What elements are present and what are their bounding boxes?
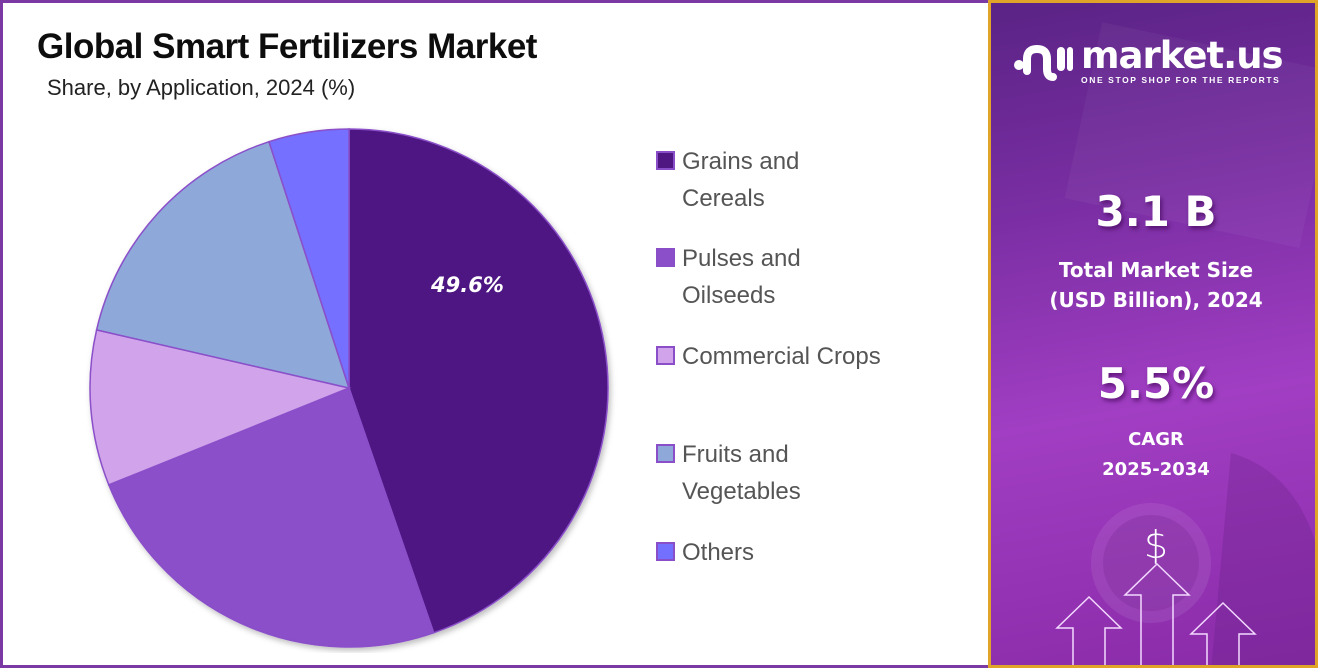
legend-swatch [656, 346, 675, 365]
summary-sidebar: market.us ONE STOP SHOP FOR THE REPORTS … [988, 0, 1318, 668]
pie-slice-fruits-and-vegetables [95, 140, 351, 390]
market-us-logo-icon [1014, 44, 1073, 81]
pie-slice-grains-and-cereals [348, 128, 609, 634]
brand-tagline: ONE STOP SHOP FOR THE REPORTS [1081, 75, 1281, 85]
pie-slice-others [268, 128, 350, 389]
cagr-caption-line2: 2025-2034 [1102, 459, 1210, 480]
legend-label: Grains and Cereals [682, 148, 800, 212]
pie-chart [83, 123, 623, 653]
pie-svg [89, 128, 609, 648]
legend-swatch [656, 444, 675, 463]
brand-logo: market.us ONE STOP SHOP FOR THE REPORTS [1013, 34, 1284, 85]
svg-text:$: $ [1144, 523, 1168, 567]
pie-slice-commercial-crops [89, 329, 352, 486]
legend-swatch [656, 248, 675, 267]
chart-subtitle: Share, by Application, 2024 (%) [47, 75, 356, 100]
legend-swatch [656, 151, 675, 170]
legend-item-commercial: Commercial Crops [656, 338, 956, 375]
cagr-caption-line1: CAGR [1128, 429, 1184, 450]
legend-label: Fruits and Vegetables [682, 441, 801, 505]
market-size-value: 3.1 B [1095, 187, 1217, 236]
cagr-value: 5.5% [1097, 359, 1215, 408]
market-size-caption-line1: Total Market Size [1058, 258, 1254, 282]
cagr-caption: CAGR 2025-2034 [991, 425, 1315, 485]
chart-title: Global Smart Fertilizers Market [37, 27, 537, 66]
legend-label: Others [682, 539, 755, 566]
market-size-caption-line2: (USD Billion), 2024 [1049, 288, 1263, 312]
legend-item-others: Others [656, 534, 956, 571]
market-size-caption: Total Market Size (USD Billion), 2024 [991, 255, 1315, 315]
slice-label-grains: 49.6% [431, 273, 504, 297]
legend-item-fruits: Fruits and Vegetables [656, 436, 956, 510]
brand-name: market.us [1081, 34, 1284, 77]
legend-label: Pulses and Oilseeds [682, 245, 801, 309]
legend-label: Commercial Crops [682, 343, 881, 370]
legend-item-pulses: Pulses and Oilseeds [656, 240, 956, 314]
dollar-growth-arrows-icon: $ [1055, 523, 1257, 665]
legend-swatch [656, 542, 675, 561]
chart-panel: Global Smart Fertilizers Market Share, b… [0, 0, 988, 668]
legend-item-grains: Grains and Cereals [656, 143, 956, 217]
background-decoration [1064, 22, 1315, 665]
